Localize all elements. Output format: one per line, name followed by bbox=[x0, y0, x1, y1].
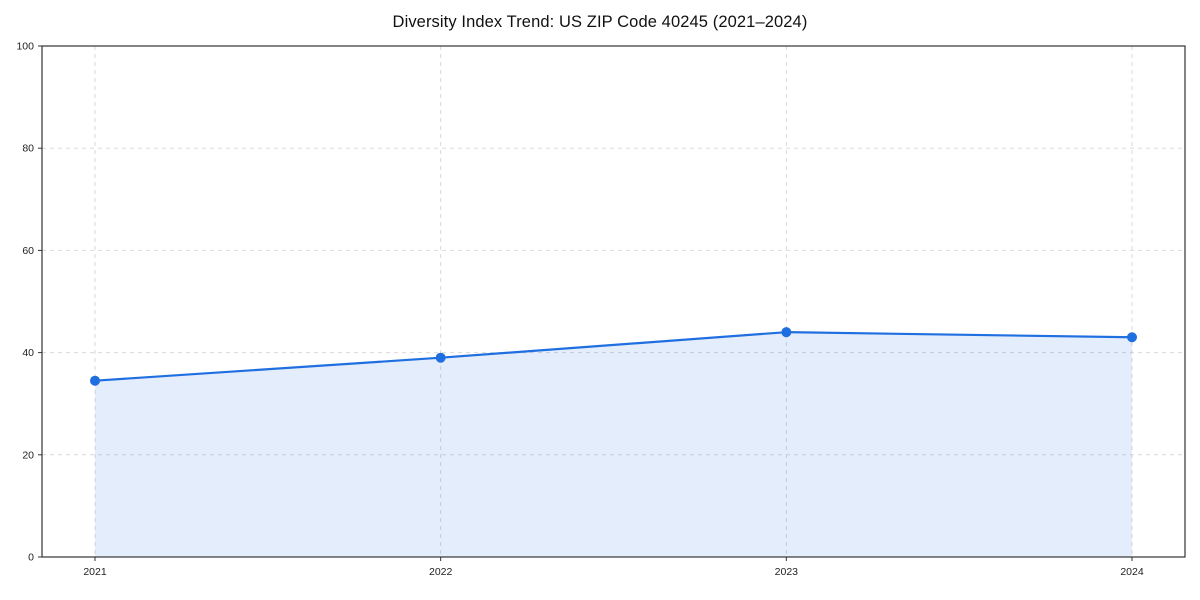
series-line bbox=[93, 331, 1134, 382]
y-tick-label: 20 bbox=[22, 449, 34, 461]
chart-title: Diversity Index Trend: US ZIP Code 40245… bbox=[392, 13, 808, 31]
x-tick-label: 2021 bbox=[83, 566, 107, 578]
x-tick-label: 2022 bbox=[429, 566, 453, 578]
data-point-2023 bbox=[781, 327, 792, 338]
data-point-2021 bbox=[90, 375, 100, 386]
y-tick-label: 0 bbox=[28, 552, 34, 564]
x-tick-label: 2023 bbox=[775, 566, 799, 578]
data-point-2024 bbox=[1127, 332, 1137, 343]
x-tick-label: 2024 bbox=[1120, 566, 1144, 578]
data-point-2022 bbox=[435, 352, 446, 363]
series-area-fill bbox=[95, 332, 1132, 557]
y-tick-label: 60 bbox=[22, 245, 34, 257]
y-tick-label: 80 bbox=[22, 143, 34, 155]
y-tick-label: 40 bbox=[22, 347, 34, 359]
plot-border bbox=[41, 45, 1186, 558]
y-tick-label: 100 bbox=[16, 41, 34, 53]
